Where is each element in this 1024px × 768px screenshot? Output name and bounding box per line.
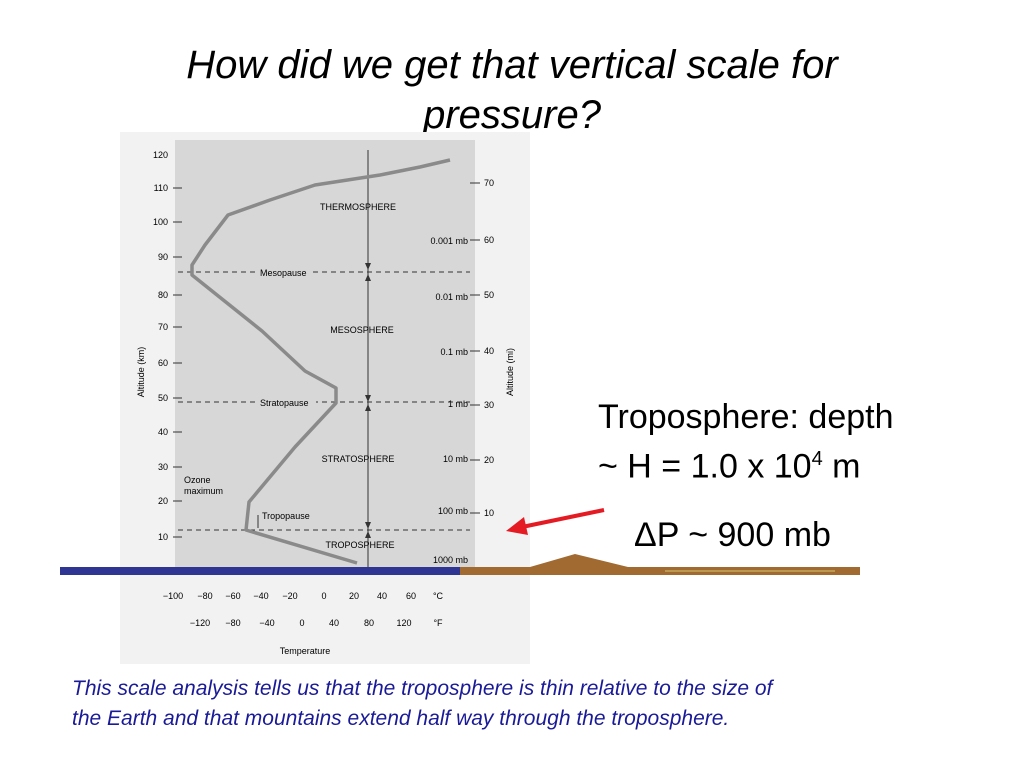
km-tick-label: 40 (158, 427, 168, 437)
pressure-labels: 0.001 mb 0.01 mb 0.1 mb 1 mb 10 mb 100 m… (430, 236, 468, 565)
km-tick-label: 60 (158, 358, 168, 368)
troposphere-depth-line-2: ~ H = 1.0 x 104 m (598, 438, 894, 487)
graph-area (175, 140, 475, 570)
mile-tick-label: 60 (484, 235, 494, 245)
pressure-label: 0.01 mb (435, 292, 468, 302)
delta-p-text: ΔP ~ 900 mb (634, 516, 831, 554)
fahrenheit-scale: −120 −80 −40 0 40 80 120 °F (190, 618, 443, 628)
fahrenheit-tick: 80 (364, 618, 374, 628)
mile-ticks: 70 60 50 40 30 20 10 (470, 178, 494, 518)
celsius-tick: −100 (163, 591, 183, 601)
km-tick-label: 100 (153, 217, 168, 227)
pressure-label: 100 mb (438, 506, 468, 516)
km-tick-label: 80 (158, 290, 168, 300)
km-tick-label: 10 (158, 532, 168, 542)
pressure-label: 1 mb (448, 399, 468, 409)
slide-title: How did we get that vertical scale for p… (0, 40, 1024, 140)
ozone-label-line-2: maximum (184, 486, 223, 496)
troposphere-depth-unit: m (822, 447, 861, 486)
celsius-tick: −20 (282, 591, 297, 601)
km-tick-label: 30 (158, 462, 168, 472)
celsius-tick: −60 (225, 591, 240, 601)
celsius-tick: −80 (197, 591, 212, 601)
km-tick-label: 110 (154, 183, 168, 193)
temperature-profile-line (190, 158, 451, 565)
fahrenheit-tick: 0 (299, 618, 304, 628)
celsius-tick: −40 (253, 591, 268, 601)
km-tick-label: 50 (158, 393, 168, 403)
caption-line-1: This scale analysis tells us that the tr… (72, 677, 773, 700)
atmosphere-diagram: Altitude (km) Altitude (mi) 120 110 100 … (120, 132, 530, 664)
mile-tick-label: 30 (484, 400, 494, 410)
mile-tick-label: 10 (484, 508, 494, 518)
troposphere-depth-exponent: 4 (811, 448, 823, 470)
celsius-unit: °C (433, 591, 444, 601)
caption-line-2: the Earth and that mountains extend half… (72, 707, 730, 730)
troposphere-label: TROPOSPHERE (325, 540, 394, 550)
pressure-label: 0.001 mb (430, 236, 468, 246)
fahrenheit-tick: −120 (190, 618, 210, 628)
right-axis-label: Altitude (mi) (505, 348, 515, 396)
atmosphere-figure: Altitude (km) Altitude (mi) 120 110 100 … (120, 132, 530, 664)
mesosphere-label: MESOSPHERE (330, 325, 394, 335)
stratosphere-label: STRATOSPHERE (322, 454, 395, 464)
pressure-label: 0.1 mb (440, 347, 468, 357)
troposphere-depth-value: ~ H = 1.0 x 10 (598, 447, 812, 486)
celsius-tick: 60 (406, 591, 416, 601)
stratopause-label: Stratopause (260, 398, 309, 408)
thermosphere-label: THERMOSPHERE (320, 202, 396, 212)
troposphere-depth-line-1: Troposphere: depth (598, 398, 894, 436)
km-tick-label: 70 (158, 322, 168, 332)
celsius-tick: 40 (377, 591, 387, 601)
pressure-label: 1000 mb (433, 555, 468, 565)
caption: This scale analysis tells us that the tr… (72, 674, 952, 734)
celsius-tick: 20 (349, 591, 359, 601)
mile-tick-label: 20 (484, 455, 494, 465)
fahrenheit-tick: −40 (259, 618, 274, 628)
celsius-scale: −100 −80 −60 −40 −20 0 20 40 60 °C (163, 591, 444, 601)
temperature-axis-label: Temperature (280, 646, 331, 656)
km-tick-label: 120 (153, 150, 168, 160)
celsius-tick: 0 (321, 591, 326, 601)
km-tick-label: 20 (158, 496, 168, 506)
pressure-label: 10 mb (443, 454, 468, 464)
fahrenheit-tick: −80 (225, 618, 240, 628)
mile-tick-label: 70 (484, 178, 494, 188)
troposphere-depth-text: Troposphere: depth ~ H = 1.0 x 104 m (598, 396, 894, 487)
fahrenheit-unit: °F (433, 618, 443, 628)
left-axis-label: Altitude (km) (136, 347, 146, 398)
ozone-label-line-1: Ozone (184, 475, 211, 485)
layer-boundary-arrows (365, 150, 371, 568)
km-tick-label: 90 (158, 252, 168, 262)
mile-tick-label: 40 (484, 346, 494, 356)
red-arrow-icon (521, 508, 605, 529)
title-line-1: How did we get that vertical scale for (186, 43, 838, 87)
title-line-2: pressure? (423, 93, 601, 137)
tropopause-label: Tropopause (262, 511, 310, 521)
fahrenheit-tick: 120 (396, 618, 411, 628)
km-ticks: 120 110 100 90 80 70 60 50 40 30 20 10 (153, 150, 182, 542)
mesopause-label: Mesopause (260, 268, 307, 278)
mile-tick-label: 50 (484, 290, 494, 300)
fahrenheit-tick: 40 (329, 618, 339, 628)
